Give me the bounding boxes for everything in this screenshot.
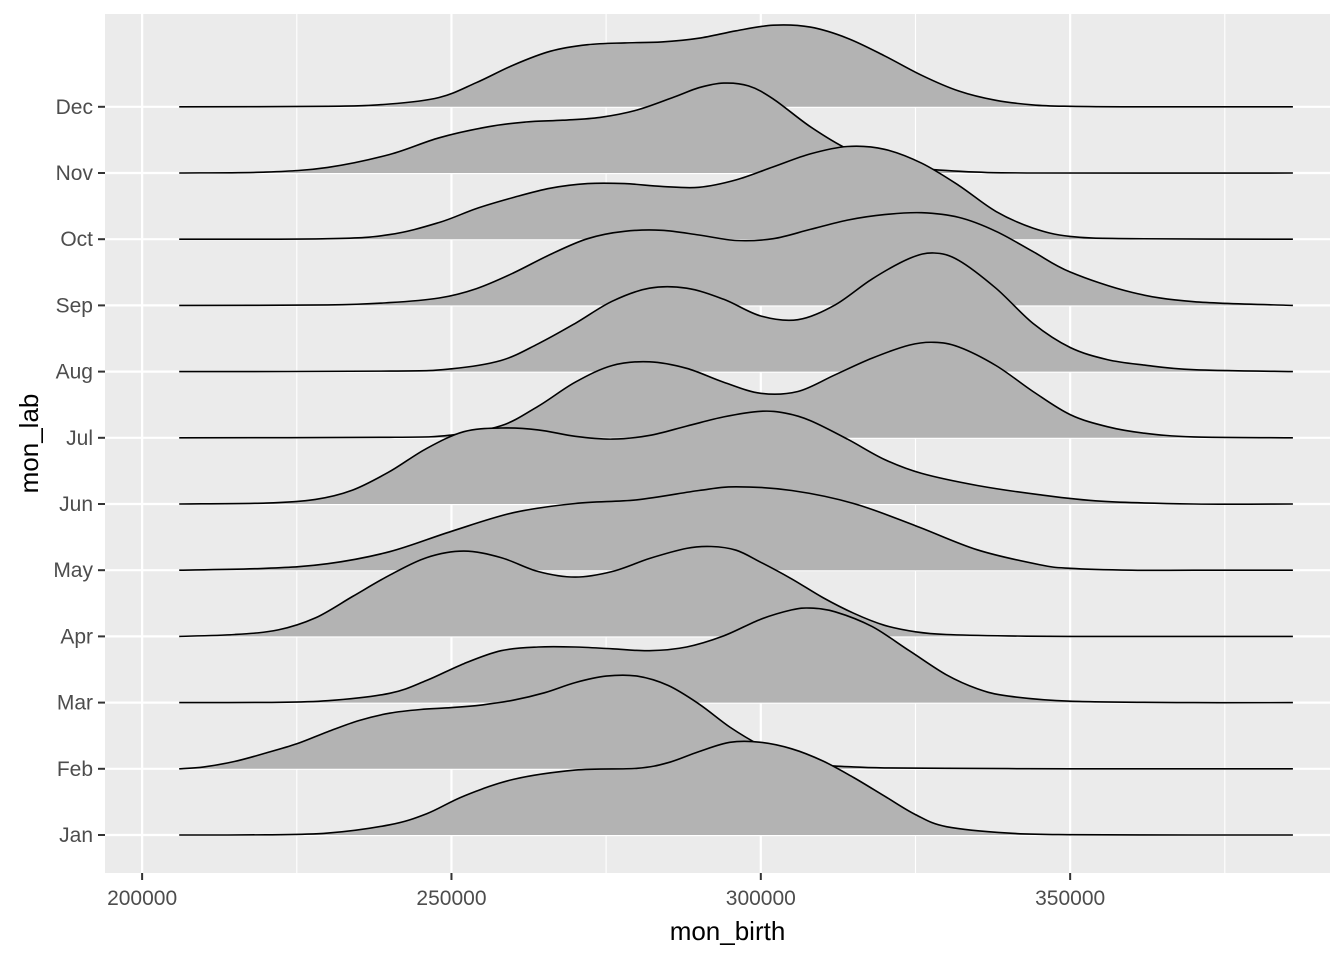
ridge-line-apr — [179, 545, 1293, 638]
y-tick-label-jun: Jun — [59, 493, 93, 516]
y-tick-label-feb: Feb — [57, 758, 93, 781]
ridge-fill-aug — [179, 252, 1293, 372]
x-axis-title: mon_birth — [670, 916, 786, 946]
ridge-line-feb — [179, 674, 1293, 770]
ridge-fill-jan — [179, 741, 1293, 836]
density-ridges — [179, 24, 1293, 836]
y-axis: Jan Feb Mar Apr May Jun Jul Aug Sep Oct Nov Dec — [53, 96, 105, 847]
y-tick-label-aug: Aug — [56, 361, 93, 384]
ridge-line-mar — [179, 607, 1293, 704]
y-tick-label-jan: Jan — [59, 824, 93, 847]
ridge-fill-may — [179, 486, 1293, 571]
ridge-line-jul — [179, 341, 1293, 439]
ridge-line-dec — [179, 24, 1293, 108]
x-tick-label: 300000 — [726, 887, 796, 910]
x-tick-label: 350000 — [1035, 887, 1105, 910]
ridge-fill-feb — [179, 675, 1293, 769]
ridge-line-oct — [179, 145, 1293, 241]
ridge-line-sep — [179, 211, 1293, 307]
y-tick-label-sep: Sep — [56, 294, 93, 317]
ridge-fill-sep — [179, 212, 1293, 306]
ridge-fill-apr — [179, 546, 1293, 637]
y-tick-label-mar: Mar — [57, 692, 93, 715]
y-tick-label-apr: Apr — [60, 625, 93, 648]
ridge-line-may — [179, 485, 1293, 572]
x-axis: 200000 250000 300000 350000 — [107, 873, 1105, 910]
ridge-line-aug — [179, 252, 1293, 373]
y-tick-label-may: May — [53, 559, 93, 582]
y-tick-label-dec: Dec — [56, 96, 93, 119]
y-tick-label-jul: Jul — [66, 427, 93, 450]
ridge-fill-mar — [179, 607, 1293, 703]
x-tick-label: 200000 — [107, 887, 177, 910]
ridge-fill-dec — [179, 24, 1293, 107]
x-tick-label: 250000 — [416, 887, 486, 910]
y-tick-label-oct: Oct — [60, 228, 93, 251]
ridge-fill-nov — [179, 83, 1293, 174]
y-tick-label-nov: Nov — [56, 162, 94, 185]
ridge-fill-jul — [179, 342, 1293, 438]
ridge-line-jan — [179, 740, 1293, 836]
y-axis-title: mon_lab — [14, 394, 44, 494]
ridge-line-jun — [179, 410, 1293, 506]
